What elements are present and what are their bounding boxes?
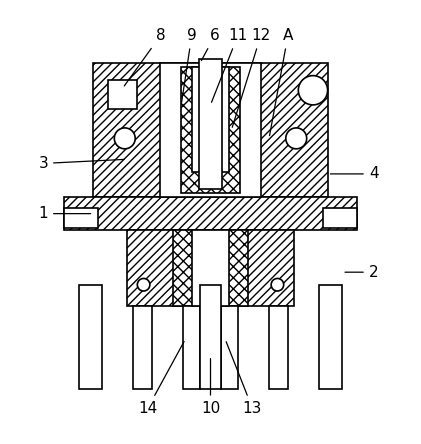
Circle shape	[286, 128, 306, 149]
Text: 8: 8	[124, 28, 165, 86]
Bar	[79, 285, 102, 389]
Text: 11: 11	[211, 28, 247, 102]
Bar	[221, 305, 238, 389]
Text: 10: 10	[201, 359, 220, 416]
Bar	[199, 59, 222, 189]
Circle shape	[298, 75, 328, 105]
Circle shape	[137, 278, 150, 291]
Text: 12: 12	[232, 28, 270, 127]
Text: 4: 4	[330, 166, 378, 182]
Circle shape	[271, 278, 284, 291]
Bar	[127, 230, 294, 305]
Text: 2: 2	[345, 265, 378, 280]
Text: 9: 9	[181, 28, 197, 102]
Bar	[93, 63, 328, 197]
Bar	[200, 285, 221, 389]
Text: 3: 3	[38, 156, 124, 171]
Bar	[323, 208, 357, 228]
Bar	[173, 230, 248, 305]
Circle shape	[115, 128, 135, 149]
Bar	[181, 67, 240, 193]
Bar	[160, 63, 261, 197]
Bar	[64, 208, 98, 228]
Text: 6: 6	[201, 28, 220, 61]
Bar	[183, 305, 200, 389]
Bar	[133, 305, 152, 389]
Text: A: A	[269, 28, 293, 135]
Text: 14: 14	[138, 341, 184, 416]
Bar	[269, 305, 288, 389]
Bar	[108, 80, 137, 109]
Text: 13: 13	[226, 342, 262, 416]
Bar	[64, 197, 357, 230]
Bar	[319, 285, 342, 389]
Text: 1: 1	[38, 206, 91, 221]
Bar	[192, 67, 229, 172]
Bar	[192, 230, 229, 305]
